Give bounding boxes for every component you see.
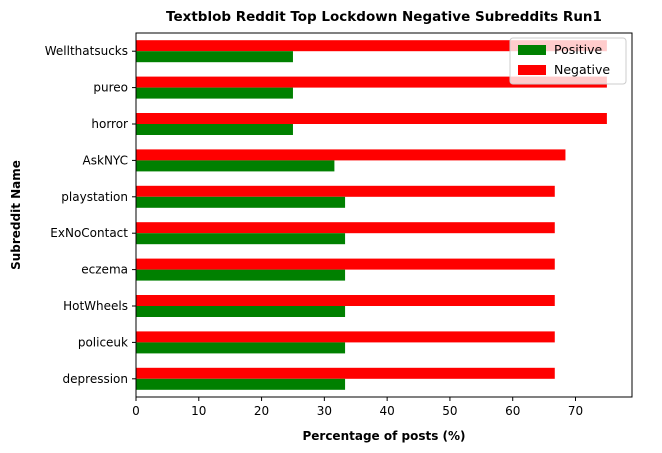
x-tick-label: 30 bbox=[317, 404, 332, 418]
y-tick-label: Wellthatsucks bbox=[45, 44, 128, 58]
bar-negative-hotwheels bbox=[136, 295, 555, 306]
bar-negative-policeuk bbox=[136, 331, 555, 343]
x-axis-label: Percentage of posts (%) bbox=[302, 429, 465, 443]
bar-negative-wellthatsucks bbox=[136, 40, 607, 52]
bar-positive-horror bbox=[136, 124, 293, 135]
x-tick-label: 10 bbox=[191, 404, 206, 418]
y-tick-label: pureo bbox=[93, 81, 128, 95]
legend-label-positive: Positive bbox=[554, 42, 602, 57]
x-tick-label: 50 bbox=[442, 404, 457, 418]
bar-negative-exnocontact bbox=[136, 222, 555, 234]
y-tick-label: policeuk bbox=[78, 335, 128, 349]
y-tick-label: playstation bbox=[61, 190, 128, 204]
bar-negative-eczema bbox=[136, 258, 555, 270]
legend-swatch-negative bbox=[518, 65, 546, 75]
chart-title: Textblob Reddit Top Lockdown Negative Su… bbox=[166, 9, 602, 25]
x-tick-label: 60 bbox=[505, 404, 520, 418]
bar-positive-wellthatsucks bbox=[136, 51, 293, 63]
y-tick-label: eczema bbox=[81, 263, 128, 277]
bar-positive-eczema bbox=[136, 269, 346, 281]
legend: Positive Negative bbox=[509, 37, 627, 85]
bar-positive-playstation bbox=[136, 196, 346, 208]
y-tick-label: depression bbox=[63, 372, 128, 386]
bar-negative-playstation bbox=[136, 185, 555, 197]
bar-positive-policeuk bbox=[136, 342, 346, 354]
x-tick-label: 0 bbox=[132, 404, 140, 418]
y-tick-label: HotWheels bbox=[63, 299, 128, 313]
ticks-layer: depression policeuk HotWheels eczema ExNoCon… bbox=[45, 44, 583, 418]
bar-negative-asknyc bbox=[136, 149, 566, 161]
bar-positive-asknyc bbox=[136, 160, 335, 172]
bar-positive-depression bbox=[136, 378, 346, 390]
legend-swatch-positive bbox=[518, 45, 546, 55]
y-tick-label: AskNYC bbox=[83, 153, 128, 167]
x-tick-label: 40 bbox=[379, 404, 394, 418]
y-tick-label: horror bbox=[91, 117, 128, 131]
bar-negative-depression bbox=[136, 367, 555, 379]
legend-label-negative: Negative bbox=[554, 62, 610, 77]
bar-negative-pureo bbox=[136, 76, 607, 88]
bars-layer bbox=[136, 40, 607, 390]
y-tick-label: ExNoContact bbox=[50, 226, 128, 240]
plot-frame bbox=[135, 32, 633, 398]
bar-negative-horror bbox=[136, 113, 607, 124]
x-tick-label: 20 bbox=[254, 404, 269, 418]
x-tick-label: 70 bbox=[568, 404, 583, 418]
bar-positive-pureo bbox=[136, 87, 293, 99]
bar-positive-exnocontact bbox=[136, 233, 346, 245]
bar-positive-hotwheels bbox=[136, 306, 346, 317]
y-axis-label: Subreddit Name bbox=[9, 160, 23, 270]
